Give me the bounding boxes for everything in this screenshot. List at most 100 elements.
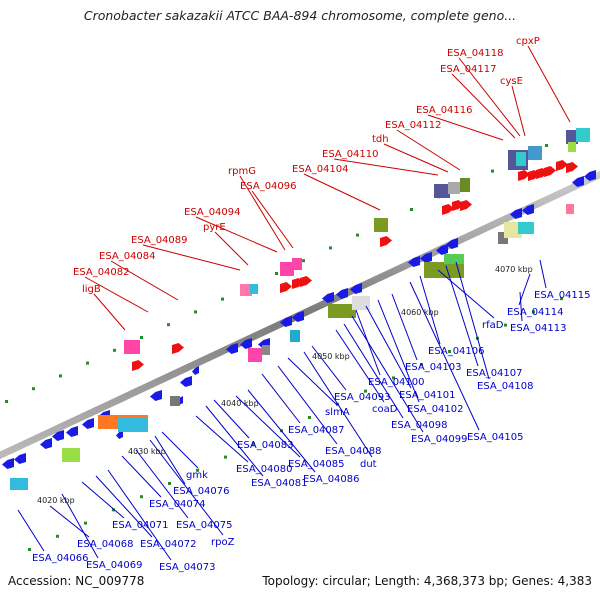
gene-label-esa_04106: ESA_04106 (428, 346, 485, 357)
gene-label-esa_04101: ESA_04101 (399, 390, 456, 401)
callout-line (17, 509, 45, 552)
gene-block (518, 222, 534, 234)
gene-label-esa_04086: ESA_04086 (303, 474, 360, 485)
callout-line (383, 143, 449, 173)
gene-features[interactable] (2, 128, 596, 490)
gene-label-esa_04083: ESA_04083 (237, 440, 294, 451)
callout-line (377, 299, 420, 403)
gene-label-esa_04087: ESA_04087 (288, 425, 345, 436)
gene-label-pyre: pyrE (203, 222, 226, 233)
callout-line (154, 435, 186, 485)
gene-block (240, 284, 252, 296)
gene-label-esa_04071: ESA_04071 (112, 520, 169, 531)
gc-dot (86, 361, 89, 365)
gene-label-esa_04100: ESA_04100 (368, 377, 425, 388)
gene-block (516, 152, 526, 166)
callout-line (239, 175, 286, 251)
gene-label-esa_04082: ESA_04082 (73, 267, 130, 278)
gene-label-esa_04110: ESA_04110 (322, 149, 379, 160)
callout-line (519, 291, 523, 322)
gene-label-esa_04074: ESA_04074 (149, 499, 206, 510)
gene-label-esa_04117: ESA_04117 (440, 64, 497, 75)
gene-label-esa_04114: ESA_04114 (507, 307, 564, 318)
gene-label-esa_04080: ESA_04080 (236, 464, 293, 475)
gc-dot (392, 376, 395, 380)
callout-line (333, 158, 439, 176)
gc-dot (113, 348, 116, 352)
tick-labels: 4020 kbp 4030 kbp 4040 kbp 4050 kbp 4060 kbp… (37, 265, 533, 505)
gene-label-esa_04075: ESA_04075 (176, 520, 233, 531)
gene-arrow (522, 204, 534, 215)
gene-label-esa_04069: ESA_04069 (86, 560, 143, 571)
gene-label-rpmg: rpmG (228, 166, 256, 177)
callout-line (142, 244, 241, 271)
gene-label-esa_04103: ESA_04103 (405, 362, 462, 373)
gene-arrow (584, 170, 596, 181)
callout-line (539, 259, 547, 289)
gene-label-esa_04099: ESA_04099 (411, 434, 468, 445)
tick-label: 4060 kbp (401, 308, 439, 317)
gene-block (280, 262, 294, 276)
callout-line (235, 395, 301, 458)
gene-arrow (544, 166, 556, 177)
gene-label-esa_04108: ESA_04108 (477, 381, 534, 392)
callout-line (81, 481, 125, 519)
tick-label: 4040 kbp (221, 399, 259, 408)
gene-label-esa_04113: ESA_04113 (510, 323, 567, 334)
tick-label: 4020 kbp (37, 496, 75, 505)
gene-block (566, 130, 578, 144)
gene-arrow (350, 283, 362, 294)
tick-label: 4030 kbp (128, 447, 166, 456)
gene-block (170, 396, 180, 406)
gene-label-esa_04085: ESA_04085 (288, 459, 345, 470)
gene-arrow (180, 376, 192, 387)
callout-line (213, 399, 250, 439)
gc-dot (56, 534, 59, 538)
gene-labels[interactable]: ligB ESA_04082 ESA_04084 ESA_04089 pyrE ESA_0… (32, 36, 591, 573)
callout-line (335, 329, 385, 403)
gc-dot (112, 508, 115, 512)
gc-dot (308, 416, 311, 419)
gene-label-esa_04073: ESA_04073 (159, 562, 216, 573)
callout-line (287, 357, 338, 406)
gene-label-esa_04089: ESA_04089 (131, 235, 188, 246)
gc-dot (504, 323, 507, 327)
callout-line (511, 85, 526, 137)
gc-dot (364, 389, 367, 393)
gc-dot (194, 310, 197, 314)
gc-dot (356, 233, 359, 237)
callout-line (214, 231, 249, 266)
gene-label-slma: slmA (325, 407, 350, 418)
gc-dot (140, 495, 143, 499)
tick-label: 4050 kbp (312, 352, 350, 361)
callout-line (391, 293, 418, 361)
gene-label-esa_04105: ESA_04105 (467, 432, 524, 443)
gene-label-coad: coaD (372, 404, 398, 415)
gene-arrow (510, 208, 522, 219)
tick-label: 4070 kbp (495, 265, 533, 274)
gene-arrow (40, 438, 52, 449)
callout-line (121, 455, 162, 498)
callout-line (195, 415, 249, 463)
gene-label-tdh: tdh (372, 134, 389, 145)
callout-line (396, 129, 461, 171)
gene-arrow (280, 316, 292, 327)
accession-text: Accession: NC_009778 (8, 574, 145, 588)
gc-dot (224, 455, 227, 459)
gene-label-rfad: rfaD (482, 320, 504, 331)
callout-line (49, 505, 90, 538)
gene-arrow (442, 204, 454, 215)
gene-label-ligb: ligB (82, 284, 101, 295)
gene-label-cpxp: cpxP (516, 36, 540, 47)
gene-arrow (460, 200, 472, 211)
gene-label-cyse: cysE (500, 76, 523, 87)
gene-block (568, 142, 576, 152)
gene-block (434, 184, 450, 198)
gene-arrow (436, 244, 448, 255)
gene-label-esa_04072: ESA_04072 (140, 539, 197, 550)
gene-block (352, 296, 370, 310)
callout-line (107, 469, 172, 561)
callout-line (451, 73, 516, 139)
gene-arrow (300, 276, 312, 287)
